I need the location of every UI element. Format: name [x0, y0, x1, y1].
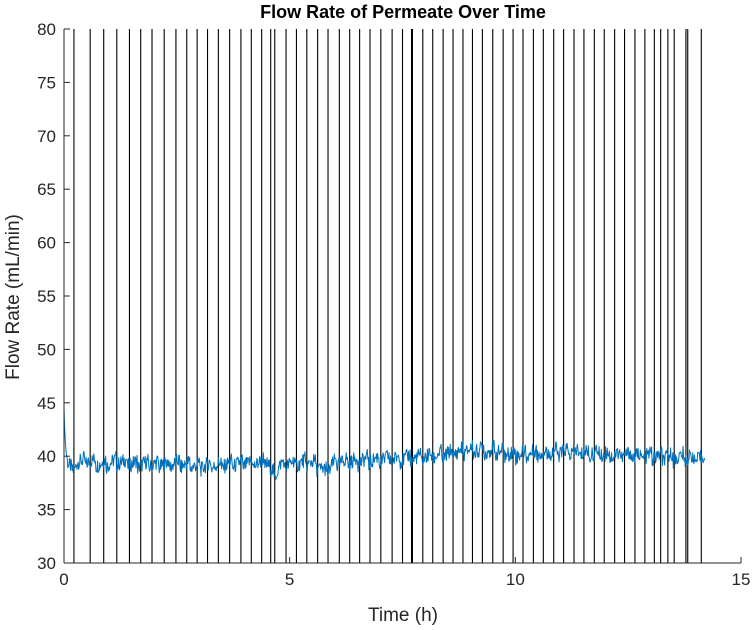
y-tick-label-1: 35	[37, 501, 56, 520]
y-tick-label-2: 40	[37, 447, 56, 466]
y-tick-label-10: 80	[37, 20, 56, 39]
x-tick-label-2: 10	[506, 570, 525, 589]
y-tick-label-4: 50	[37, 340, 56, 359]
series-line-0	[63, 407, 706, 561]
y-tick-label-0: 30	[37, 554, 56, 573]
chart-title: Flow Rate of Permeate Over Time	[260, 2, 546, 22]
x-tick-label-3: 15	[732, 570, 751, 589]
x-tick-label-0: 0	[59, 570, 68, 589]
plot-area	[63, 29, 706, 563]
axes: 30 35 40 45 50 55 60 65 70 75 80 0 5 10 15	[37, 20, 750, 589]
y-tick-label-9: 75	[37, 73, 56, 92]
y-tick-label-7: 65	[37, 180, 56, 199]
y-tick-label-3: 45	[37, 394, 56, 413]
y-tick-label-8: 70	[37, 127, 56, 146]
y-tick-label-6: 60	[37, 234, 56, 253]
y-axis-label: Flow Rate (mL/min)	[3, 214, 24, 380]
x-tick-label-1: 5	[285, 570, 294, 589]
x-axis-label: Time (h)	[368, 605, 438, 626]
y-tick-label-5: 55	[37, 287, 56, 306]
